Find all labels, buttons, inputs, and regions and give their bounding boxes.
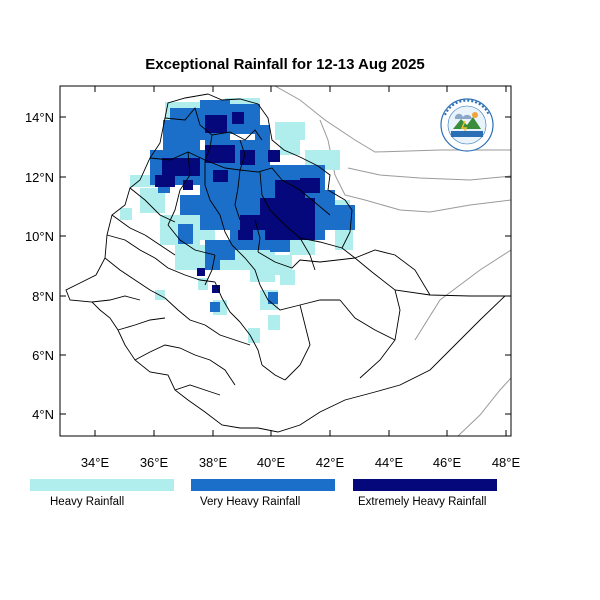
legend-label-very-heavy: Very Heavy Rainfall <box>200 496 301 508</box>
extremely-heavy-rainfall-cells <box>155 112 320 293</box>
lon-tick-label: 48°E <box>492 455 521 470</box>
region-boundaries <box>65 93 507 433</box>
legend-label-extremely-heavy: Extremely Heavy Rainfall <box>358 496 487 508</box>
map-title: Exceptional Rainfall for 12-13 Aug 2025 <box>145 56 425 73</box>
neighbor-borders <box>274 86 511 436</box>
lon-tick-label: 40°E <box>257 455 286 470</box>
lat-tick-label: 4°N <box>32 407 54 422</box>
lon-tick-label: 34°E <box>81 455 110 470</box>
legend-swatch-heavy <box>30 479 174 491</box>
legend-label-heavy: Heavy Rainfall <box>50 496 125 508</box>
axis-ticks <box>60 86 511 436</box>
legend-swatch-very-heavy <box>191 479 335 491</box>
lat-tick-label: 12°N <box>25 170 54 185</box>
lat-tick-label: 14°N <box>25 110 54 125</box>
plot-frame <box>59 85 512 437</box>
lat-tick-label: 6°N <box>32 348 54 363</box>
lat-tick-label: 8°N <box>32 289 54 304</box>
lon-tick-label: 46°E <box>433 455 462 470</box>
lon-tick-label: 42°E <box>316 455 345 470</box>
lon-tick-label: 36°E <box>140 455 169 470</box>
legend-swatch-extremely-heavy <box>353 479 497 491</box>
ethiopian-meteorology-institute-logo <box>440 98 494 152</box>
lat-tick-label: 10°N <box>25 229 54 244</box>
lon-tick-label: 44°E <box>375 455 404 470</box>
lon-tick-label: 38°E <box>199 455 228 470</box>
